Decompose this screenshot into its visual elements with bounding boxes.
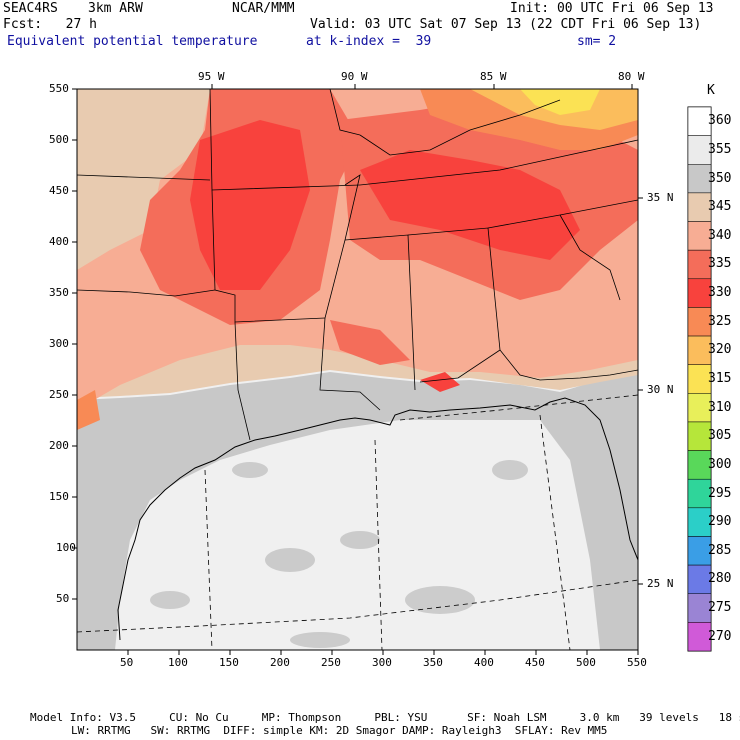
map-plot-area <box>77 89 638 650</box>
colorbar-swatch <box>687 622 712 652</box>
lon-label-95w: 95 W <box>198 70 225 83</box>
axis-ticks <box>72 84 643 655</box>
footer-model-info: Model Info: V3.5 CU: No Cu MP: Thompson … <box>30 711 740 724</box>
theta-e-330-core <box>190 120 310 290</box>
header-init: Init: 00 UTC Fri 06 Sep 13 <box>510 1 714 16</box>
colorbar <box>687 106 712 652</box>
x-tick-label: 450 <box>525 656 545 669</box>
colorbar-level-label: 330 <box>708 285 732 301</box>
y-tick-label: 150 <box>49 490 69 503</box>
colorbar-level-label: 320 <box>708 342 732 358</box>
x-tick-label: 200 <box>270 656 290 669</box>
y-tick-label: 250 <box>49 388 69 401</box>
x-tick-label: 150 <box>219 656 239 669</box>
x-tick-label: 350 <box>423 656 443 669</box>
colorbar-level-label: 315 <box>708 371 732 386</box>
coastal-band <box>77 370 638 650</box>
colorbar-level-label: 355 <box>708 141 732 157</box>
header-model: 3km ARW <box>88 1 143 16</box>
theta-e-coastal-streak <box>420 372 460 392</box>
footer-physics-info: LW: RRTMG SW: RRTMG DIFF: simple KM: 2D … <box>71 724 608 737</box>
y-tick-label: 400 <box>49 235 69 248</box>
theta-e-315-region <box>520 89 600 115</box>
lon-label-80w: 80 W <box>618 70 645 83</box>
y-tick-label: 350 <box>49 286 69 299</box>
theta-e-330-core-east <box>360 150 580 260</box>
lat-label-25n: 25 N <box>647 577 674 590</box>
colorbar-level-label: 360 <box>708 113 732 129</box>
y-tick-label: 550 <box>49 82 69 95</box>
colorbar-level-label: 340 <box>708 227 732 243</box>
x-tick-label: 100 <box>168 656 188 669</box>
colorbar-level-label: 275 <box>708 600 732 616</box>
x-tick-label: 250 <box>321 656 341 669</box>
colorbar-level-label: 325 <box>708 313 732 329</box>
x-tick-label: 50 <box>120 656 134 669</box>
header-fcst: Fcst: 27 h <box>3 17 97 32</box>
colorbar-level-label: 350 <box>708 170 732 186</box>
graticule <box>77 394 638 650</box>
colorbar-level-label: 270 <box>708 628 732 644</box>
header-level: at k-index = 39 <box>306 34 432 49</box>
lon-label-90w: 90 W <box>341 70 368 83</box>
colorbar-level-label: 300 <box>708 456 732 472</box>
state-boundaries <box>77 89 638 441</box>
y-tick-label: 200 <box>49 439 69 452</box>
header-project: SEAC4RS <box>3 1 58 16</box>
lon-label-85w: 85 W <box>480 70 507 83</box>
colorbar-level-label: 280 <box>708 571 732 587</box>
lat-label-30n: 30 N <box>647 383 674 396</box>
y-tick-label: 50 <box>56 592 70 605</box>
colorbar-level-label: 285 <box>708 542 732 558</box>
x-tick-label: 300 <box>372 656 392 669</box>
header-field: Equivalent potential temperature <box>7 34 258 49</box>
x-tick-label: 500 <box>576 656 596 669</box>
y-tick-label: 100 <box>56 541 76 554</box>
x-tick-label: 550 <box>627 656 647 669</box>
colorbar-unit: K <box>707 83 715 98</box>
map-frame <box>76 88 639 651</box>
colorbar-level-label: 290 <box>708 514 732 530</box>
gulf-coastline <box>117 397 638 641</box>
y-tick-label: 450 <box>49 184 69 197</box>
lat-label-35n: 35 N <box>647 191 674 204</box>
colorbar-level-label: 305 <box>708 428 732 444</box>
header-valid: Valid: 03 UTC Sat 07 Sep 13 (22 CDT Fri … <box>310 17 702 32</box>
theta-e-delta-streak <box>330 320 410 365</box>
x-tick-label: 400 <box>474 656 494 669</box>
y-tick-label: 300 <box>49 337 69 350</box>
y-tick-label: 500 <box>49 133 69 146</box>
colorbar-level-label: 310 <box>708 399 732 415</box>
colorbar-level-label: 335 <box>708 256 732 272</box>
header-org: NCAR/MMM <box>232 1 295 16</box>
ocean-shading <box>150 460 528 648</box>
colorbar-level-label: 295 <box>708 485 732 501</box>
header-smooth: sm= 2 <box>577 34 617 49</box>
theta-e-west-edge <box>77 390 100 430</box>
colorbar-level-label: 345 <box>708 199 732 215</box>
